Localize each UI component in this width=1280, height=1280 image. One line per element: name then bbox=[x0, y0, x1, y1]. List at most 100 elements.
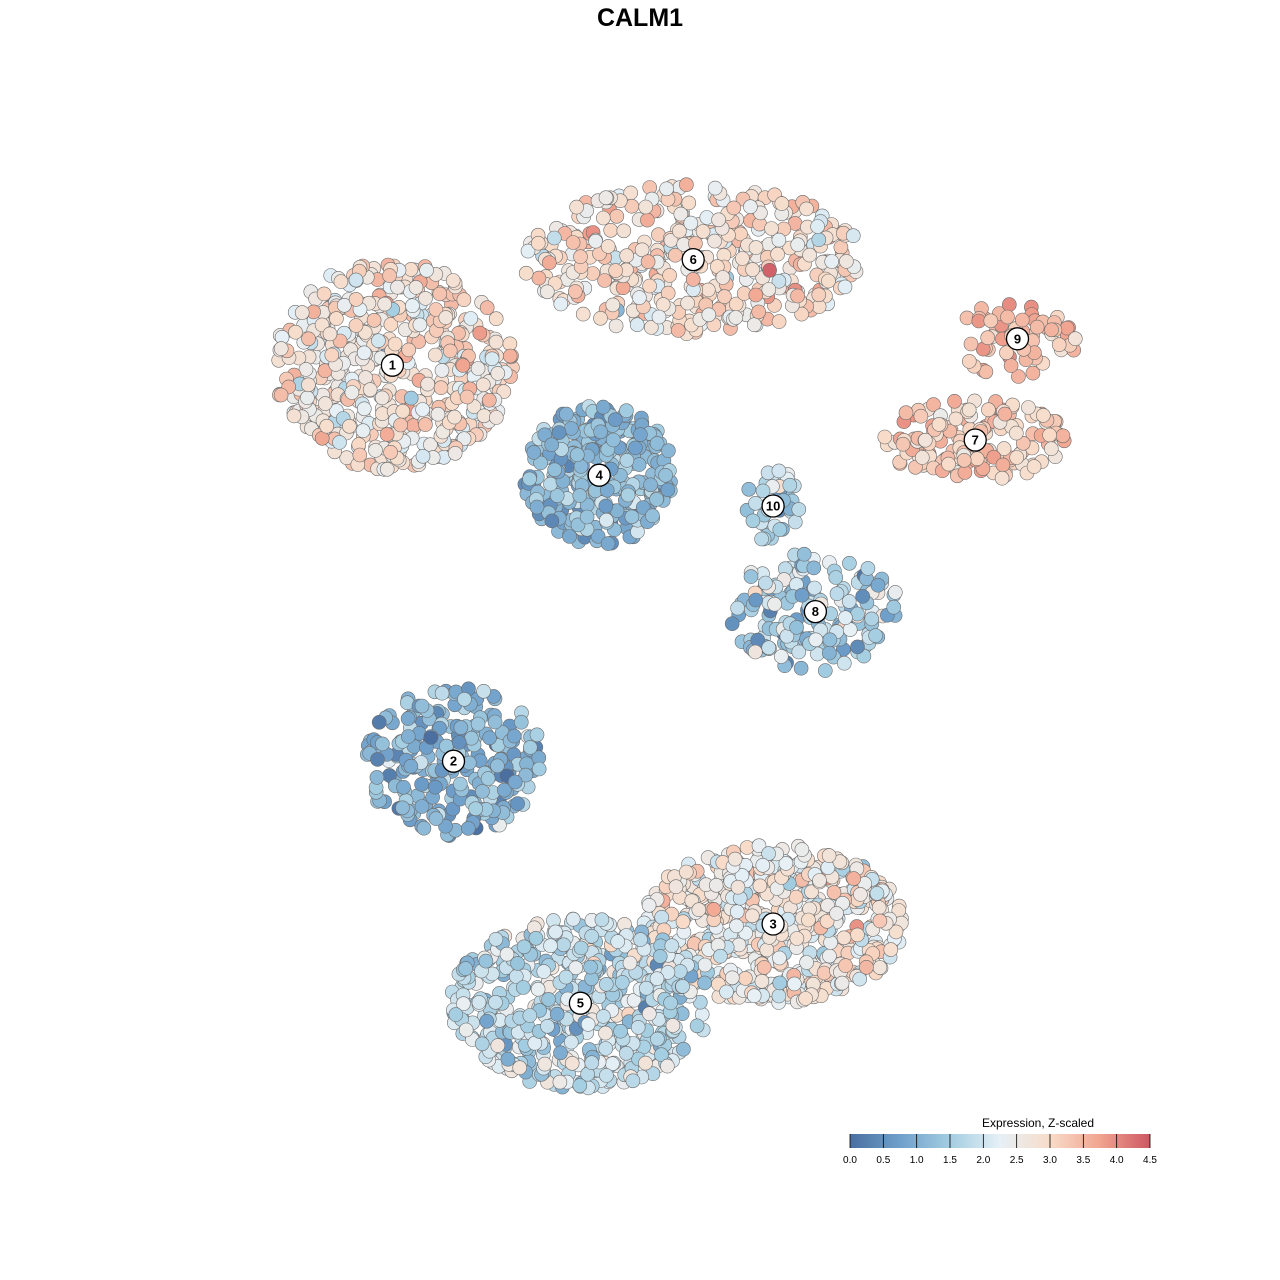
data-point bbox=[640, 254, 656, 270]
data-point bbox=[541, 255, 557, 271]
data-point bbox=[961, 354, 977, 369]
data-point bbox=[708, 877, 724, 893]
data-point bbox=[868, 628, 883, 643]
data-point bbox=[821, 645, 837, 661]
data-point bbox=[787, 976, 802, 992]
data-point bbox=[772, 950, 787, 966]
data-point bbox=[286, 408, 302, 424]
data-point bbox=[670, 323, 686, 338]
data-point bbox=[697, 957, 713, 973]
data-point bbox=[823, 935, 838, 950]
data-point bbox=[650, 1031, 665, 1047]
cluster-label-5: 5 bbox=[568, 991, 593, 1015]
data-point bbox=[771, 232, 787, 248]
data-point bbox=[322, 326, 338, 342]
cluster-label-text: 2 bbox=[450, 754, 457, 769]
data-point bbox=[512, 1060, 528, 1075]
data-point bbox=[458, 961, 473, 976]
data-point bbox=[420, 376, 436, 392]
data-point bbox=[759, 942, 775, 958]
data-point bbox=[579, 509, 595, 525]
data-point bbox=[362, 382, 378, 397]
data-point bbox=[540, 1019, 555, 1034]
data-point bbox=[558, 406, 574, 422]
data-point bbox=[665, 1018, 681, 1033]
data-point bbox=[301, 331, 316, 347]
data-point bbox=[433, 380, 449, 396]
data-point bbox=[837, 279, 853, 295]
data-point bbox=[630, 1020, 646, 1035]
data-point bbox=[329, 311, 344, 326]
cluster-label-1: 1 bbox=[380, 353, 405, 377]
data-point bbox=[456, 431, 472, 447]
data-point bbox=[316, 286, 332, 302]
data-point bbox=[317, 363, 333, 379]
color-legend: Expression, Z-scaled 0.0 0.5 1.0 1.5 2.0 2.5 3… bbox=[843, 1116, 1157, 1166]
data-point bbox=[787, 514, 803, 530]
data-point bbox=[432, 286, 448, 302]
data-point bbox=[633, 427, 648, 442]
data-point bbox=[855, 589, 871, 604]
data-point bbox=[850, 927, 865, 943]
data-point bbox=[1055, 428, 1071, 444]
data-point bbox=[619, 403, 634, 419]
data-point bbox=[638, 980, 654, 996]
data-point bbox=[609, 209, 625, 224]
data-point bbox=[507, 774, 523, 790]
data-point bbox=[455, 358, 471, 373]
data-point bbox=[607, 412, 623, 428]
data-point bbox=[1025, 365, 1041, 381]
data-point bbox=[546, 230, 562, 246]
data-point bbox=[595, 210, 611, 226]
data-point bbox=[754, 531, 769, 547]
data-point bbox=[678, 864, 694, 880]
data-point bbox=[393, 417, 408, 433]
data-point bbox=[516, 939, 532, 955]
data-point bbox=[475, 784, 490, 799]
data-point bbox=[745, 513, 761, 529]
data-point bbox=[667, 247, 683, 263]
data-point bbox=[675, 914, 691, 930]
data-point bbox=[400, 729, 416, 744]
data-point bbox=[619, 453, 635, 468]
data-point bbox=[771, 314, 787, 329]
data-point bbox=[685, 272, 701, 287]
data-point bbox=[622, 955, 638, 971]
data-point bbox=[1011, 369, 1026, 384]
data-point bbox=[658, 467, 673, 483]
data-point bbox=[983, 313, 999, 329]
data-point bbox=[794, 306, 809, 322]
data-point bbox=[288, 324, 303, 340]
data-point bbox=[634, 242, 650, 258]
data-point bbox=[390, 279, 405, 295]
data-point bbox=[638, 1055, 653, 1071]
data-point bbox=[707, 180, 723, 196]
data-point bbox=[387, 336, 403, 352]
data-point bbox=[620, 487, 636, 503]
data-point bbox=[660, 1058, 675, 1074]
cluster-label-text: 4 bbox=[596, 468, 604, 483]
data-point bbox=[941, 456, 956, 472]
data-point bbox=[547, 462, 563, 478]
data-point bbox=[741, 481, 757, 497]
data-point bbox=[1008, 425, 1024, 441]
data-point bbox=[569, 199, 584, 215]
data-point bbox=[997, 406, 1013, 422]
data-point bbox=[631, 457, 647, 472]
data-point bbox=[478, 953, 494, 969]
cluster-label-9: 9 bbox=[1005, 327, 1030, 351]
data-point bbox=[438, 310, 454, 325]
data-point bbox=[642, 278, 657, 294]
data-point bbox=[790, 288, 805, 304]
data-point bbox=[590, 528, 606, 544]
data-point bbox=[947, 393, 962, 409]
data-point bbox=[1044, 322, 1059, 338]
data-point bbox=[301, 377, 316, 393]
data-point bbox=[1000, 309, 1015, 325]
data-point bbox=[530, 981, 546, 997]
cluster-label-text: 1 bbox=[389, 358, 396, 373]
data-point bbox=[480, 771, 496, 786]
data-point bbox=[772, 975, 788, 991]
data-point bbox=[368, 443, 383, 458]
data-point bbox=[931, 417, 947, 432]
